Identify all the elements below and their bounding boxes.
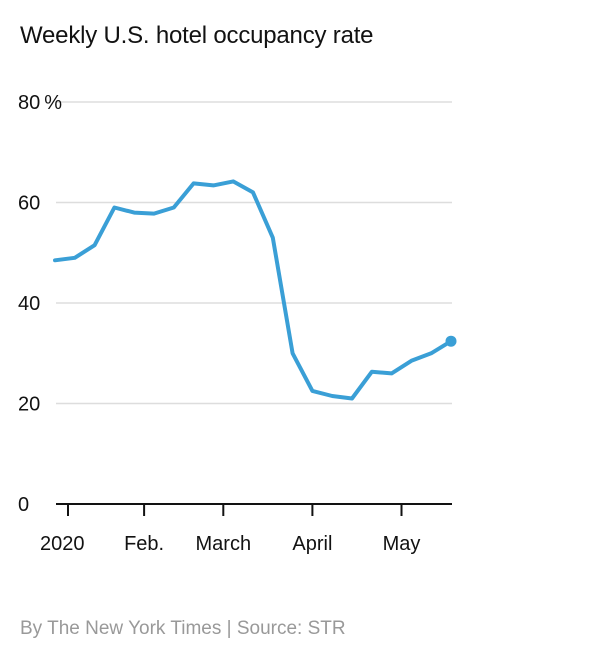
y-tick-label-20: 20 — [18, 394, 40, 416]
x-axis-labels: 2020 Feb. March April May — [40, 533, 420, 555]
x-tick-label-march: March — [196, 533, 252, 555]
y-tick-label-80: 80 % — [18, 92, 62, 114]
series-layer — [53, 179, 457, 401]
occupancy-line — [53, 179, 453, 401]
y-axis-labels: 0 20 40 60 80 % — [18, 92, 62, 516]
x-tick-label-april: April — [292, 533, 332, 555]
latest-value-marker — [445, 335, 457, 347]
x-axis — [56, 503, 452, 516]
x-tick-label-may: May — [383, 533, 421, 555]
y-tick-label-40: 40 — [18, 293, 40, 315]
source-credit: By The New York Times | Source: STR — [20, 618, 346, 639]
x-tick-label-feb: Feb. — [124, 533, 164, 555]
x-tick-label-2020: 2020 — [40, 533, 85, 555]
y-tick-label-0: 0 — [18, 494, 29, 516]
y-tick-label-60: 60 — [18, 193, 40, 215]
line-chart: 0 20 40 60 80 % 2020 Feb. March April May — [18, 92, 457, 555]
chart-title: Weekly U.S. hotel occupancy rate — [20, 22, 374, 49]
gridlines — [56, 101, 452, 405]
